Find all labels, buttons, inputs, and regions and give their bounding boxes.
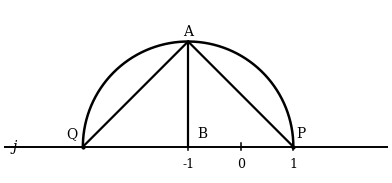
Text: j: j	[12, 140, 16, 154]
Text: 1: 1	[289, 158, 298, 171]
Text: A: A	[183, 25, 193, 39]
Text: -1: -1	[182, 158, 194, 171]
Text: Q: Q	[66, 128, 78, 141]
Text: P: P	[296, 128, 305, 141]
Text: B: B	[198, 128, 208, 141]
Text: 0: 0	[237, 158, 245, 171]
